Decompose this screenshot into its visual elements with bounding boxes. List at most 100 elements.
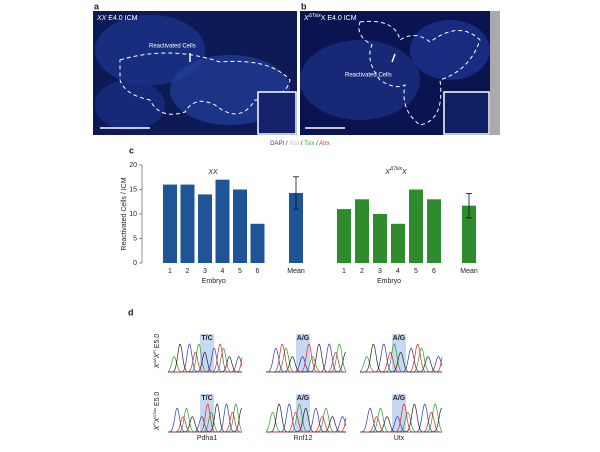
trace [168, 403, 243, 433]
row-label-part: X [154, 425, 161, 431]
snp-highlight [200, 334, 214, 372]
bar [180, 184, 195, 263]
trace [168, 403, 242, 433]
separator: / [299, 141, 304, 147]
bar [215, 179, 230, 263]
snp-label: A/G [297, 395, 310, 402]
bar [337, 209, 351, 263]
trace [266, 343, 346, 373]
chart-title: XΔTsixX [384, 166, 407, 176]
snp-label: T/C [201, 335, 212, 342]
trace [360, 343, 443, 373]
row-label-part: E5.0 [154, 334, 161, 350]
snp-highlight [392, 334, 406, 372]
x-tick-label: 6 [256, 268, 260, 275]
bar [373, 214, 387, 263]
bar [250, 223, 265, 263]
gene-label: Pdha1 [197, 435, 217, 442]
x-tick-label: Mean [287, 268, 305, 275]
gene-label: Utx [394, 435, 405, 442]
snp-highlight [200, 394, 214, 432]
micrograph-b [300, 11, 500, 135]
trace [360, 343, 442, 373]
trace [168, 403, 243, 433]
bar [198, 194, 212, 263]
row-label-part: X [154, 417, 161, 423]
panel-label: b [301, 1, 307, 11]
x-tick-label: 2 [360, 268, 364, 275]
panel-label: a [94, 1, 100, 11]
bar [355, 199, 369, 263]
annotation: Reactivated Cells [345, 73, 392, 79]
title-part: X [384, 169, 390, 176]
x-tick-label: 3 [203, 268, 207, 275]
snp-label: A/G [297, 335, 310, 342]
panel-label: d [128, 307, 134, 317]
trace [266, 343, 347, 373]
title-part: X [303, 15, 309, 22]
trace [360, 403, 443, 433]
row-label: XΔAXFl E5.0 [152, 334, 161, 369]
x-tick-label: 5 [238, 268, 242, 275]
chart-title: XX [207, 169, 218, 176]
mean-bar [289, 192, 303, 263]
x-tick-label: 1 [168, 268, 172, 275]
x-axis-label: Embryo [377, 278, 401, 285]
bar [391, 223, 405, 263]
x-tick-label: 4 [221, 268, 225, 275]
annotation: Reactivated Cells [149, 44, 196, 50]
trace [360, 403, 443, 433]
title-part: XX [96, 15, 107, 22]
bar [409, 189, 423, 263]
trace [168, 343, 243, 373]
x-tick-label: 3 [378, 268, 382, 275]
trace [265, 403, 346, 433]
snp-label: A/G [393, 335, 406, 342]
mean-bar [462, 205, 476, 263]
trace [359, 343, 442, 373]
panel-title: XΔTsixX E4.0 ICM [303, 13, 357, 22]
bar [163, 184, 177, 263]
y-tick-label: 0 [133, 260, 137, 267]
title-part: X [401, 169, 407, 176]
micrograph-a [93, 11, 297, 135]
row-label-part: Fl [152, 422, 157, 425]
y-axis-label: Reactivated Cells / ICM [121, 177, 128, 250]
row-label: XFlXΔTsix E5.0 [152, 392, 161, 432]
separator: / [284, 141, 289, 147]
x-tick-label: 6 [432, 268, 436, 275]
x-tick-label: 1 [342, 268, 346, 275]
row-label-part: ΔTsix [152, 407, 157, 419]
snp-highlight [296, 394, 310, 432]
y-tick-label: 10 [129, 211, 137, 218]
row-label-part: X [154, 363, 161, 369]
snp-highlight [296, 334, 310, 372]
trace [168, 343, 242, 373]
stain-item: Tsix [304, 141, 314, 147]
trace [266, 412, 347, 433]
stain-legend: DAPI / Xist / Tsix / Atrx [270, 141, 330, 147]
title-part: E4.0 ICM [106, 15, 137, 22]
bar [233, 189, 247, 263]
row-label-part: ΔA [152, 358, 157, 365]
bar [427, 199, 441, 263]
gene-label: Rnf12 [294, 435, 313, 442]
x-tick-label: Mean [460, 268, 478, 275]
y-tick-label: 5 [133, 235, 137, 242]
y-tick-label: 15 [129, 186, 137, 193]
snp-label: A/G [393, 395, 406, 402]
snp-label: T/C [201, 395, 212, 402]
x-tick-label: 2 [186, 268, 190, 275]
stain-item: Xist [289, 141, 299, 147]
x-axis-label: Embryo [202, 278, 226, 285]
separator: / [314, 141, 319, 147]
stain-item: Atrx [319, 141, 330, 147]
snp-highlight [392, 394, 406, 432]
row-label-part: X [154, 353, 161, 359]
panel-label: c [129, 145, 134, 155]
trace [266, 343, 347, 373]
title-part: ΔTsix [389, 166, 403, 172]
x-tick-label: 4 [396, 268, 400, 275]
